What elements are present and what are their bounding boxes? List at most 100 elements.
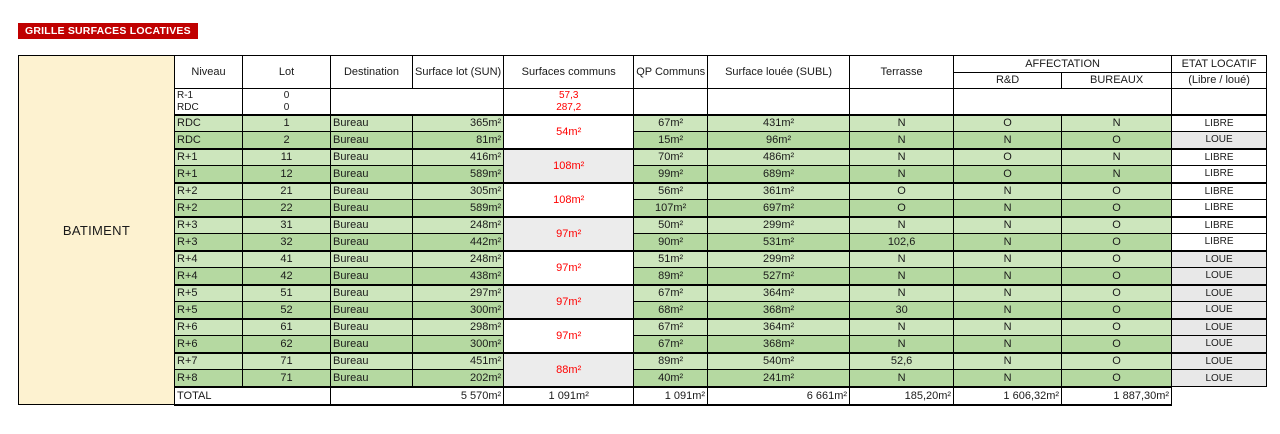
cell-etat-locatif-empty	[1171, 88, 1268, 102]
cell-affectation-rd: N	[953, 351, 1063, 370]
cell-affectation-bureaux: O	[1061, 199, 1173, 217]
cell-surfaces-communs-merged: 97m²	[503, 215, 635, 251]
cell-qp-communs-empty	[633, 101, 709, 115]
cell-terrasse: N	[849, 147, 955, 166]
cell-affectation-rd: O	[953, 165, 1063, 183]
page-title: GRILLE SURFACES LOCATIVES	[25, 25, 191, 37]
cell-qp-communs: 56m²	[633, 181, 709, 200]
cell-surface-lot: 297m²	[411, 283, 505, 302]
cell-etat-locatif: LOUE	[1171, 249, 1268, 268]
cell-qp-communs: 67m²	[633, 335, 709, 353]
cell-destination: Bureau	[330, 267, 413, 285]
cell-affectation-empty	[953, 101, 1173, 115]
cell-affectation-bureaux: N	[1061, 165, 1173, 183]
cell-qp-communs: 67m²	[633, 283, 709, 302]
cell-surface-louee: 531m²	[707, 233, 851, 251]
total-rd: 1 606,32m²	[953, 385, 1063, 406]
cell-destination: Bureau	[330, 369, 413, 387]
header-destination: Destination	[330, 55, 413, 89]
cell-affectation-bureaux: O	[1061, 233, 1173, 251]
cell-affectation-rd: N	[953, 181, 1063, 200]
cell-affectation-bureaux: O	[1061, 317, 1173, 336]
cell-surfaces-communs-merged: 97m²	[503, 249, 635, 285]
cell-affectation-rd: N	[953, 131, 1063, 149]
cell-destination: Bureau	[330, 335, 413, 353]
header-surface-lot: Surface lot (SUN)	[411, 55, 505, 89]
cell-surfaces-communs-merged: 88m²	[503, 351, 635, 387]
table-row-rdc-lot2: RDC 2 Bureau 81m² 15m² 96m² N N O LOUE	[19, 131, 1268, 149]
cell-affectation-rd: N	[953, 301, 1063, 319]
cell-niveau: RDC	[174, 101, 243, 115]
cell-qp-communs: 90m²	[633, 233, 709, 251]
cell-affectation-bureaux: O	[1061, 351, 1173, 370]
cell-surfaces-communs-merged: 97m²	[503, 283, 635, 319]
cell-destination: Bureau	[330, 301, 413, 319]
total-bureaux: 1 887,30m²	[1061, 385, 1173, 406]
cell-destination: Bureau	[330, 181, 413, 200]
header-rd: R&D	[953, 72, 1063, 89]
cell-niveau: R+6	[174, 317, 243, 336]
cell-affectation-bureaux: O	[1061, 301, 1173, 319]
table-row-r+5-lot52: R+5 52 Bureau 300m² 68m² 368m² 30 N O LOUE	[19, 301, 1268, 319]
cell-etat-locatif: LIBRE	[1171, 199, 1268, 217]
cell-lot: 62	[242, 335, 331, 353]
cell-terrasse: N	[849, 249, 955, 268]
cell-affectation-bureaux: O	[1061, 267, 1173, 285]
cell-surface-lot: 81m²	[411, 131, 505, 149]
cell-qp-communs-empty	[633, 88, 709, 102]
cell-qp-communs: 67m²	[633, 317, 709, 336]
cell-niveau: R+7	[174, 351, 243, 370]
cell-etat-locatif: LIBRE	[1171, 165, 1268, 183]
table-row-r+8-lot71: R+8 71 Bureau 202m² 40m² 241m² N N O LOUE	[19, 369, 1268, 387]
header-qp-communs: QP Communs	[633, 55, 709, 89]
cell-surface-louee: 431m²	[707, 113, 851, 132]
cell-destination: Bureau	[330, 199, 413, 217]
cell-etat-locatif: LOUE	[1171, 301, 1268, 319]
cell-surfaces-communs-merged: 108m²	[503, 181, 635, 217]
cell-affectation-bureaux: O	[1061, 181, 1173, 200]
cell-terrasse-empty	[849, 88, 955, 102]
table-row-r+1-lot11: R+1 11 Bureau 416m² 108m² 70m² 486m² N O N LIBRE	[19, 147, 1268, 183]
cell-terrasse: O	[849, 199, 955, 217]
total-label: TOTAL	[174, 385, 331, 406]
cell-etat-locatif: LIBRE	[1171, 233, 1268, 251]
cell-surface-louee: 527m²	[707, 267, 851, 285]
cell-niveau: R+1	[174, 165, 243, 183]
surfaces-locatives-table: BATIMENT Niveau Lot Destination Surface …	[18, 55, 1268, 406]
cell-surface-lot: 365m²	[411, 113, 505, 132]
cell-destination: Bureau	[330, 351, 413, 370]
cell-destination: Bureau	[330, 233, 413, 251]
cell-etat-locatif: LOUE	[1171, 335, 1268, 353]
cell-affectation-rd: N	[953, 335, 1063, 353]
cell-affectation-bureaux: O	[1061, 369, 1173, 387]
cell-etat-locatif: LIBRE	[1171, 215, 1268, 234]
cell-etat-locatif: LOUE	[1171, 283, 1268, 302]
cell-etat-locatif: LIBRE	[1171, 147, 1268, 166]
cell-surface-lot: 416m²	[411, 147, 505, 166]
cell-surface-louee: 540m²	[707, 351, 851, 370]
cell-terrasse: O	[849, 181, 955, 200]
table-row-r+4-lot41: R+4 41 Bureau 248m² 97m² 51m² 299m² N N O LOUE	[19, 249, 1268, 285]
cell-surfaces-communs-merged: 54m²	[503, 113, 635, 149]
cell-surface-louee-empty	[707, 101, 851, 115]
cell-qp-communs: 51m²	[633, 249, 709, 268]
cell-surface-louee: 364m²	[707, 283, 851, 302]
cell-surface-louee: 361m²	[707, 181, 851, 200]
cell-lot: 11	[242, 147, 331, 166]
table-row-r+6-lot62: R+6 62 Bureau 300m² 67m² 368m² N N O LOUE	[19, 335, 1268, 353]
cell-surface-louee: 299m²	[707, 215, 851, 234]
cell-qp-communs: 68m²	[633, 301, 709, 319]
cell-destination-empty	[329, 88, 505, 102]
pre-row: R-1 0 57,3	[19, 88, 1268, 102]
cell-lot: 31	[242, 215, 331, 234]
cell-surface-lot: 248m²	[411, 249, 505, 268]
cell-destination: Bureau	[330, 249, 413, 268]
cell-surface-lot: 248m²	[411, 215, 505, 234]
header-terrasse: Terrasse	[849, 55, 955, 89]
cell-qp-communs: 107m²	[633, 199, 709, 217]
header-surfaces-communs: Surfaces communs	[503, 55, 635, 89]
cell-surface-louee: 364m²	[707, 317, 851, 336]
cell-surface-lot: 300m²	[411, 335, 505, 353]
cell-lot: 12	[242, 165, 331, 183]
cell-niveau: R+2	[174, 181, 243, 200]
